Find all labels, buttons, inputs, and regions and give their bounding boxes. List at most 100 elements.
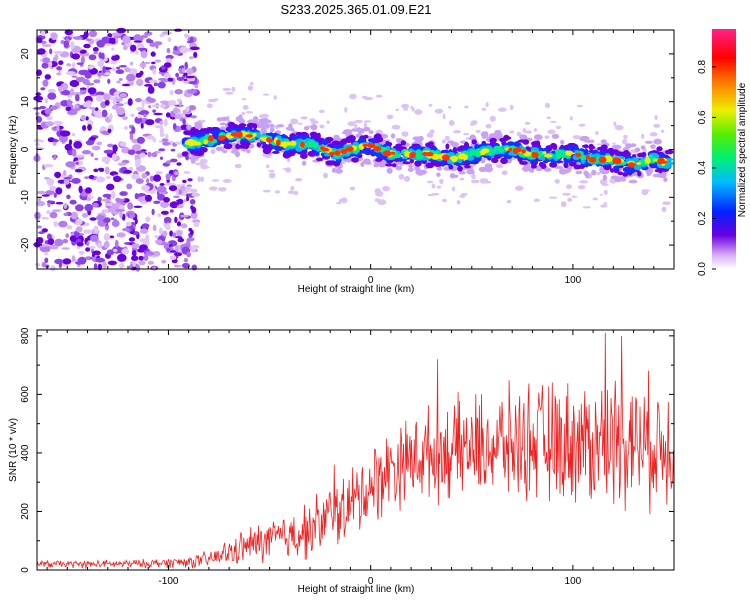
heatmap-cell xyxy=(202,166,210,169)
heatmap-cell xyxy=(84,71,92,79)
heatmap-cell xyxy=(165,54,174,60)
heatmap-cell xyxy=(241,111,245,116)
heatmap-cell xyxy=(362,95,368,99)
heatmap-cell xyxy=(158,227,163,235)
heatmap-cell xyxy=(124,126,128,130)
heatmap-cell xyxy=(110,190,116,199)
heatmap-cell xyxy=(141,185,150,191)
heatmap-cell xyxy=(102,193,113,198)
heatmap-cell xyxy=(288,190,294,195)
heatmap-cell xyxy=(134,218,138,225)
heatmap-cell xyxy=(148,105,152,109)
snr-x-label: Height of straight line (km) xyxy=(298,584,415,595)
heatmap-cell xyxy=(145,216,151,223)
heatmap-cell xyxy=(533,198,540,202)
heatmap-cell xyxy=(395,165,403,171)
heatmap-cell xyxy=(107,33,113,38)
heatmap-cell xyxy=(245,111,254,114)
heatmap-cell xyxy=(138,255,144,261)
heatmap-cell xyxy=(158,77,168,81)
heatmap-cell xyxy=(88,106,96,110)
heatmap-cell xyxy=(53,192,57,198)
heatmap-cell xyxy=(192,219,201,224)
heatmap-cell xyxy=(87,87,97,95)
heatmap-cell xyxy=(363,134,369,139)
heatmap-cell xyxy=(495,163,504,169)
heatmap-cell xyxy=(41,194,50,197)
heatmap-cell xyxy=(663,177,668,183)
heatmap-cell xyxy=(176,98,182,103)
heatmap-cell xyxy=(481,159,486,164)
heatmap-cell xyxy=(439,178,444,184)
heatmap-cell xyxy=(75,204,84,212)
heatmap-cell xyxy=(301,160,307,166)
heatmap-cell xyxy=(115,103,124,107)
heatmap-cell xyxy=(100,126,107,132)
heatmap-cell xyxy=(79,87,87,90)
heatmap-cell xyxy=(603,202,608,205)
heatmap-cell xyxy=(548,196,558,199)
heatmap-cell xyxy=(176,204,184,209)
heatmap-cell xyxy=(179,185,187,192)
heatmap-cell xyxy=(391,124,401,130)
heatmap-cell xyxy=(554,179,560,184)
heatmap-cell xyxy=(154,125,164,129)
heatmap-cell xyxy=(87,124,92,131)
heatmap-cell xyxy=(37,48,46,55)
colorbar-tick-label: 0.4 xyxy=(697,161,708,175)
heatmap-cell xyxy=(447,140,455,144)
heatmap-cell xyxy=(629,167,636,171)
heatmap-cell xyxy=(194,84,199,89)
heatmap-cell xyxy=(661,206,667,212)
snr-frame xyxy=(36,329,675,571)
heatmap-cell xyxy=(146,135,155,140)
heatmap-cell xyxy=(266,164,270,169)
heatmap-cell xyxy=(95,94,104,102)
heatmap-cell xyxy=(119,191,128,196)
heatmap-cell xyxy=(146,178,150,184)
heatmap-cell xyxy=(44,97,49,104)
heatmap-cell xyxy=(360,149,367,154)
heatmap-cell xyxy=(92,47,99,52)
heatmap-cell xyxy=(637,152,646,158)
heatmap-cell xyxy=(76,242,84,247)
heatmap-cell xyxy=(426,180,434,184)
heatmap-cell xyxy=(603,189,608,195)
heatmap-cell xyxy=(68,139,73,146)
heatmap-cell xyxy=(567,197,573,202)
heatmap-cell xyxy=(118,262,125,269)
heatmap-cell xyxy=(166,47,171,54)
heatmap-cell xyxy=(470,120,478,125)
heatmap-cell xyxy=(97,60,105,67)
heatmap-cell xyxy=(578,123,586,127)
heatmap-cell xyxy=(41,62,49,69)
heatmap-cell xyxy=(71,177,81,184)
heatmap-cell xyxy=(644,157,651,164)
heatmap-cell xyxy=(99,168,105,172)
colorbar-ticks: 0.0 0.2 0.4 0.6 0.8 xyxy=(697,60,716,276)
heatmap-cell xyxy=(182,80,191,85)
heatmap-cell xyxy=(43,164,54,168)
heatmap-cell xyxy=(44,74,51,80)
heatmap-cell xyxy=(66,99,72,107)
heatmap-cell xyxy=(131,255,139,261)
heatmap-cell xyxy=(546,116,551,119)
heatmap-cell xyxy=(42,79,49,87)
heatmap-cell xyxy=(194,125,202,129)
heatmap-cell xyxy=(335,168,343,174)
heatmap-cell xyxy=(415,151,420,158)
heatmap-cell xyxy=(481,148,490,154)
heatmap-cell xyxy=(174,114,183,119)
heatmap-cell xyxy=(150,51,156,57)
heatmap-cell xyxy=(533,152,539,158)
heatmap-cell xyxy=(409,158,414,164)
heatmap-cell xyxy=(109,37,116,42)
x-tick-label: 0 xyxy=(368,275,374,286)
heatmap-cell xyxy=(509,104,514,111)
heatmap-cell xyxy=(653,123,661,128)
heatmap-cell xyxy=(395,108,399,112)
heatmap-cell xyxy=(448,105,452,109)
heatmap-cell xyxy=(309,118,316,122)
heatmap-cell xyxy=(160,80,169,83)
heatmap-cell xyxy=(336,201,342,205)
